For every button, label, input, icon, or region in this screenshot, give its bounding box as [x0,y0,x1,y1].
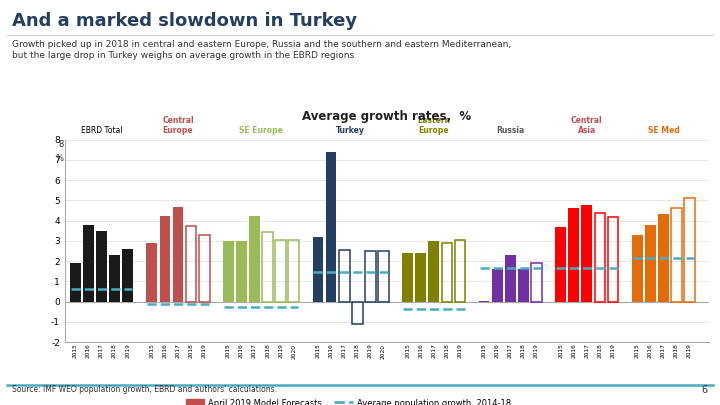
Bar [595,213,606,302]
Text: Central
Asia: Central Asia [571,116,603,134]
Bar [262,232,273,302]
Bar [199,235,210,302]
Bar [454,240,465,302]
Bar [441,243,452,302]
Text: EBRD Total: EBRD Total [81,126,122,134]
Bar [236,241,247,302]
Title: Average growth rates,  %: Average growth rates, % [302,110,472,123]
Text: Eastern
Europe: Eastern Europe [417,116,450,134]
Text: 8: 8 [58,140,63,149]
Text: 6: 6 [702,385,708,395]
Bar [325,152,336,302]
Bar [555,227,566,302]
Text: SE Europe: SE Europe [239,126,283,134]
Bar [109,255,120,302]
Text: but the large drop in Turkey weighs on average growth in the EBRD regions: but the large drop in Turkey weighs on a… [12,51,354,60]
Bar [671,207,682,302]
Bar [146,243,157,302]
Bar [492,269,503,302]
Bar [289,240,300,302]
Text: Source: IMF WEO population growth, EBRD and authors' calculations.: Source: IMF WEO population growth, EBRD … [12,386,277,394]
Bar [70,263,81,302]
Bar [83,225,94,302]
Bar [312,237,323,302]
Bar [378,251,389,302]
Text: Turkey: Turkey [336,126,365,134]
Text: And a marked slowdown in Turkey: And a marked slowdown in Turkey [12,12,357,30]
Bar [645,225,656,302]
Bar [479,301,490,302]
Bar [365,251,376,302]
Bar [339,250,349,302]
Bar [173,207,184,302]
Text: Russia: Russia [496,126,524,134]
Bar [608,217,618,302]
Bar [122,249,133,302]
Bar [96,231,107,302]
Bar [531,263,542,302]
Bar [402,253,413,302]
Bar [249,215,260,302]
Bar [223,241,234,302]
Bar [428,241,439,302]
Bar [352,302,363,324]
Text: SE Med: SE Med [647,126,679,134]
Bar [632,235,642,302]
Text: Growth picked up in 2018 in central and eastern Europe, Russia and the southern : Growth picked up in 2018 in central and … [12,40,511,49]
Bar [160,215,170,302]
Bar [186,226,197,302]
Bar [275,240,286,302]
Bar [684,198,695,302]
Text: Central
Europe: Central Europe [162,116,194,134]
Bar [518,269,528,302]
Bar [658,214,669,302]
Text: %: % [55,154,63,163]
Bar [582,205,593,302]
Bar [568,207,579,302]
Bar [415,253,426,302]
Legend: April 2019 Model Forecasts, Average population growth, 2014-18: April 2019 Model Forecasts, Average popu… [182,395,514,405]
Bar [505,255,516,302]
